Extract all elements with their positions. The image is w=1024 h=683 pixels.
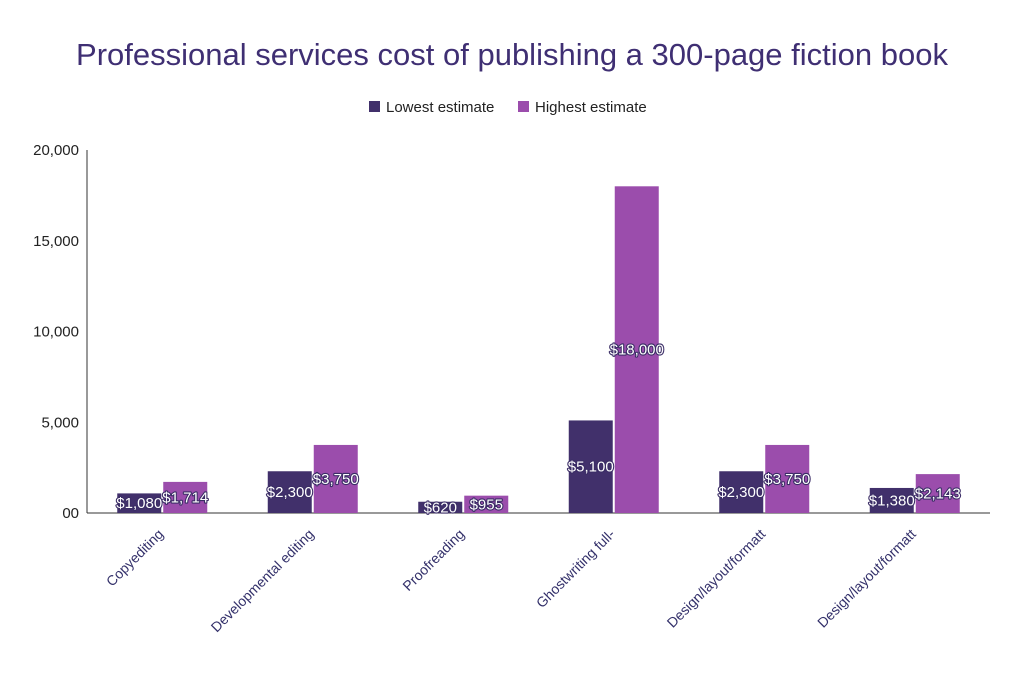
legend-swatch-highest xyxy=(518,101,529,112)
bar-lowest xyxy=(267,471,312,513)
bar-highest xyxy=(163,481,208,513)
data-label: $5,100 xyxy=(568,459,614,476)
data-label: $2,300 xyxy=(267,484,313,501)
bar-highest xyxy=(313,444,358,513)
bar-highest xyxy=(614,186,659,514)
y-tick-label: 15,000 xyxy=(33,233,79,250)
data-label: $2,300 xyxy=(718,484,764,501)
bar-lowest xyxy=(418,501,463,513)
data-label: $2,143 xyxy=(915,486,961,503)
x-tick-label: Developmental editing xyxy=(208,526,317,635)
legend-label-lowest: Lowest estimate xyxy=(386,99,494,116)
x-tick-label: Proofreading xyxy=(399,526,467,594)
x-tick-label: Design/layout/formatt xyxy=(814,526,919,631)
bar-lowest xyxy=(117,493,162,513)
data-label: $955 xyxy=(470,496,503,513)
y-tick-label: 5,000 xyxy=(41,414,79,431)
data-label: $1,080 xyxy=(116,495,162,512)
data-label: $3,750 xyxy=(313,471,359,488)
bar-lowest xyxy=(568,420,613,513)
legend-label-highest: Highest estimate xyxy=(535,99,647,116)
bars-layer xyxy=(117,186,960,514)
chart-legend: Lowest estimate Highest estimate xyxy=(369,99,647,116)
bar-lowest xyxy=(719,471,764,513)
data-label: $1,380 xyxy=(869,492,915,509)
data-labels-layer: $1,080 $1,714 $2,300$3,750$620 $955$5,100$1… xyxy=(115,341,962,518)
bar-highest xyxy=(765,444,810,513)
legend-swatch-lowest xyxy=(369,101,380,112)
y-tick-label: 20,000 xyxy=(33,142,79,159)
bar-highest xyxy=(915,474,960,513)
x-tick-label: Design/layout/formatt xyxy=(664,526,769,631)
data-label: $18,000 xyxy=(610,342,664,359)
y-tick-label: 00 xyxy=(62,505,79,522)
bar-highest xyxy=(464,495,509,513)
bar-lowest xyxy=(869,487,914,513)
chart-title: Professional services cost of publishing… xyxy=(76,37,948,72)
y-axis: 00 5,000 10,000 15,000 20,000 xyxy=(33,142,88,522)
y-tick-label: 10,000 xyxy=(33,324,79,341)
data-label: $620 xyxy=(424,499,457,516)
x-tick-label: Copyediting xyxy=(103,526,167,590)
x-axis: Copyediting Developmental editing Proofrea… xyxy=(87,512,990,635)
data-label: $1,714 xyxy=(162,489,208,506)
x-tick-label: Ghostwriting full- xyxy=(533,526,618,611)
data-label: $3,750 xyxy=(764,471,810,488)
